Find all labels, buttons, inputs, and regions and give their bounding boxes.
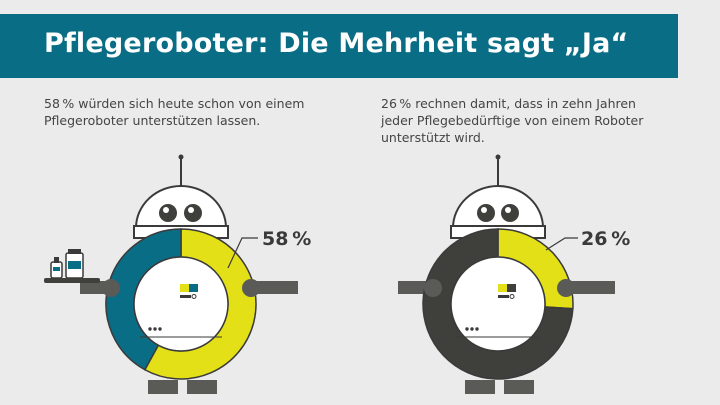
page-title: Pflegeroboter: Die Mehrheit sagt „Ja“	[44, 28, 629, 59]
eye-left	[477, 204, 495, 222]
donut-chart-left	[105, 228, 257, 380]
shoulder-joint	[242, 279, 260, 297]
antenna-tip	[495, 154, 501, 160]
panel-light	[189, 284, 198, 292]
donut-center	[450, 256, 546, 352]
eye-right	[501, 204, 519, 222]
panel-light	[498, 284, 507, 292]
panel-light	[507, 284, 516, 292]
donut-chart-right	[422, 228, 574, 380]
shoulder-joint	[557, 279, 575, 297]
arm-right	[569, 281, 615, 294]
leg-left	[465, 380, 495, 394]
shoulder-joint	[102, 279, 120, 297]
arm-right	[252, 281, 298, 294]
caption-right: 26 % rechnen damit, dass in zehn Jahren …	[381, 96, 644, 145]
value-label-right: 26 %	[581, 228, 630, 250]
leg-right	[504, 380, 534, 394]
donut-center	[133, 256, 229, 352]
tray	[44, 278, 100, 283]
robot-head	[134, 185, 228, 229]
value-label-left: 58 %	[262, 228, 311, 250]
shoulder-joint	[424, 279, 442, 297]
leg-left	[148, 380, 178, 394]
panel-light	[180, 284, 189, 292]
robot-right: 26 %	[398, 154, 630, 394]
eye-right	[184, 204, 202, 222]
leader-line	[545, 237, 578, 251]
robot-left: 58 %	[44, 154, 311, 394]
leg-right	[187, 380, 217, 394]
eye-left	[159, 204, 177, 222]
antenna-tip	[178, 154, 184, 160]
robot-head	[451, 185, 545, 229]
caption-left: 58 % würden sich heute schon von einem P…	[44, 96, 305, 128]
leader-line	[227, 237, 258, 269]
title-banner: Pflegeroboter: Die Mehrheit sagt „Ja“	[0, 14, 678, 78]
